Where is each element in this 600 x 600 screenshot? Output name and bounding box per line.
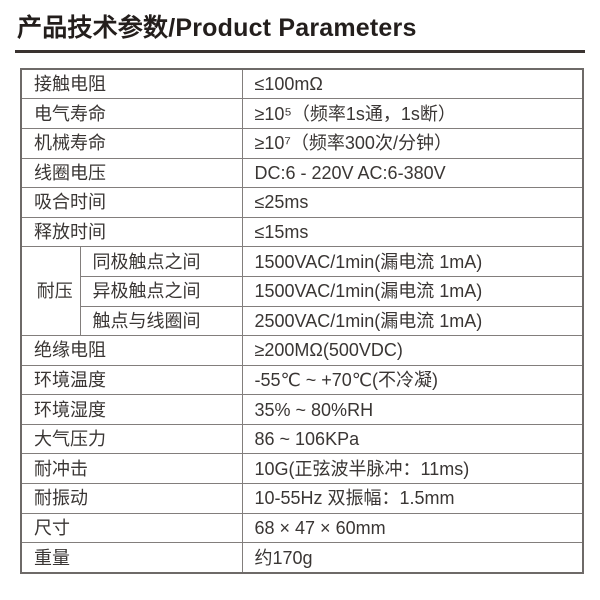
param-label: 大气压力 — [20, 423, 243, 455]
param-value: 10-55Hz 双振幅：1.5mm — [241, 483, 584, 514]
param-label: 重量 — [20, 542, 243, 574]
table-row-group: 耐压 同极触点之间 1500VAC/1min(漏电流 1mA) — [20, 246, 584, 337]
param-label: 环境温度 — [20, 364, 243, 396]
param-label: 耐冲击 — [20, 453, 243, 485]
param-label: 机械寿命 — [20, 127, 243, 159]
param-value: ≥10⁷（频率300次/分钟） — [241, 127, 584, 159]
param-value: DC:6 - 220V AC:6-380V — [241, 157, 584, 189]
table-row: 大气压力 86 ~ 106KPa — [20, 423, 584, 455]
param-value: 2500VAC/1min(漏电流 1mA) — [241, 305, 584, 337]
table-row: 环境温度 -55℃ ~ +70℃(不冷凝) — [20, 364, 584, 396]
table-row: 机械寿命 ≥10⁷（频率300次/分钟） — [20, 127, 584, 159]
param-value: 1500VAC/1min(漏电流 1mA) — [241, 246, 584, 277]
table-row-group: 触点与线圈间 2500VAC/1min(漏电流 1mA) — [21, 305, 584, 337]
param-label: 接触电阻 — [20, 68, 243, 100]
table-row: 接触电阻 ≤100mΩ — [20, 68, 584, 100]
table-row: 耐振动 10-55Hz 双振幅：1.5mm — [20, 483, 584, 514]
table-row: 线圈电压 DC:6 - 220V AC:6-380V — [20, 157, 584, 189]
table-row: 尺寸 68 × 47 × 60mm — [20, 512, 584, 544]
param-value: ≥200MΩ(500VDC) — [241, 335, 584, 366]
param-sublabel: 异极触点之间 — [79, 275, 243, 307]
param-value: 86 ~ 106KPa — [241, 423, 584, 455]
param-value: ≤100mΩ — [241, 68, 584, 100]
title-underline — [15, 49, 585, 53]
table-row: 绝缘电阻 ≥200MΩ(500VDC) — [20, 335, 584, 366]
param-label: 绝缘电阻 — [20, 335, 243, 366]
param-label: 尺寸 — [20, 512, 243, 544]
param-value: 35% ~ 80%RH — [241, 394, 584, 425]
table-row: 释放时间 ≤15ms — [20, 216, 584, 248]
param-value: 10G(正弦波半脉冲：11ms) — [241, 453, 584, 485]
table-row: 吸合时间 ≤25ms — [20, 187, 584, 218]
param-value: 68 × 47 × 60mm — [241, 512, 584, 544]
table-row: 电气寿命 ≥10⁵（频率1s通，1s断） — [20, 98, 584, 129]
param-label: 释放时间 — [20, 216, 243, 248]
param-group-label: 耐压 — [20, 246, 81, 337]
page-title: 产品技术参数/Product Parameters — [17, 14, 417, 42]
param-value: -55℃ ~ +70℃(不冷凝) — [241, 364, 584, 396]
param-label: 线圈电压 — [20, 157, 243, 189]
product-parameters-table: 接触电阻 ≤100mΩ 电气寿命 ≥10⁵（频率1s通，1s断） 机械寿命 ≥1… — [20, 67, 584, 574]
param-sublabel: 触点与线圈间 — [79, 305, 243, 337]
param-sublabel: 同极触点之间 — [79, 246, 243, 277]
param-value: 1500VAC/1min(漏电流 1mA) — [241, 275, 584, 307]
table-row: 重量 约170g — [20, 542, 584, 574]
param-label: 吸合时间 — [20, 187, 243, 218]
param-label: 电气寿命 — [20, 98, 243, 129]
param-value: ≤25ms — [241, 187, 584, 218]
param-label: 耐振动 — [20, 483, 243, 514]
param-value: 约170g — [241, 542, 584, 574]
table-row: 耐冲击 10G(正弦波半脉冲：11ms) — [20, 453, 584, 485]
param-value: ≤15ms — [241, 216, 584, 248]
param-value: ≥10⁵（频率1s通，1s断） — [241, 98, 584, 129]
param-label: 环境湿度 — [20, 394, 243, 425]
table-row: 环境湿度 35% ~ 80%RH — [20, 394, 584, 425]
table-row-group: 异极触点之间 1500VAC/1min(漏电流 1mA) — [21, 275, 584, 307]
